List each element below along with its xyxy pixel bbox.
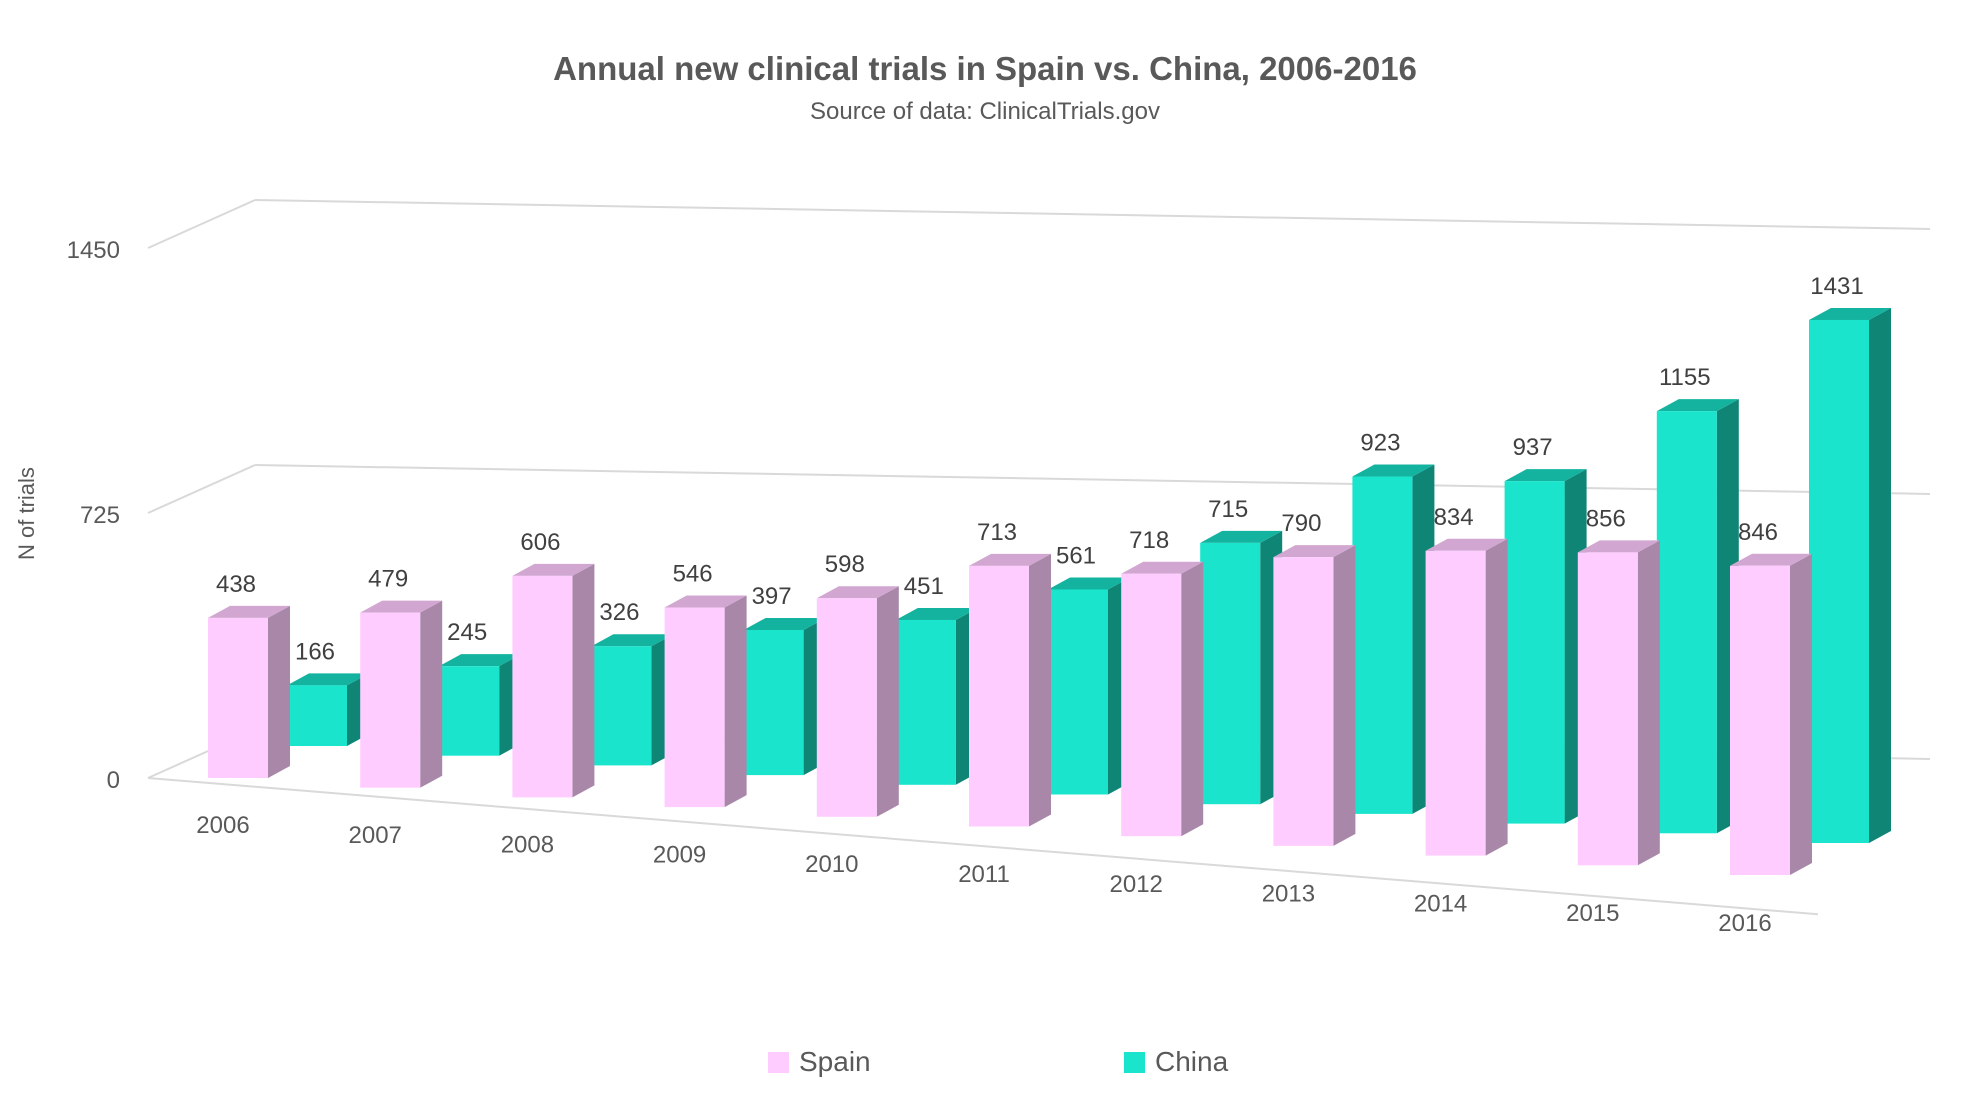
x-tick-label-2007: 2007 xyxy=(349,822,402,849)
bar-spain-2006-label: 438 xyxy=(216,571,256,598)
bar-spain-2007 xyxy=(360,600,443,788)
bar-spain-2013 xyxy=(1273,545,1356,846)
bar-china-2006-label: 166 xyxy=(295,638,335,665)
x-tick-label-2013: 2013 xyxy=(1262,881,1315,908)
legend-label-spain: Spain xyxy=(799,1046,871,1077)
bar-china-2009-label: 397 xyxy=(752,583,792,610)
bar-spain-2016 xyxy=(1730,553,1812,875)
bar-china-2013-label: 923 xyxy=(1360,430,1400,457)
chart-subtitle: Source of data: ClinicalTrials.gov xyxy=(810,98,1160,125)
gridlines xyxy=(147,199,1931,916)
bar-china-2013 xyxy=(1352,464,1435,814)
bar-spain-2015-label: 856 xyxy=(1586,505,1626,532)
bar-china-2011-label: 561 xyxy=(1056,542,1096,569)
gridline-back-1 xyxy=(254,464,1931,495)
bar-spain-2009 xyxy=(664,595,747,808)
bar-china-2009 xyxy=(743,617,826,776)
bar-china-2014 xyxy=(1504,469,1587,824)
bar-spain-2014 xyxy=(1425,538,1508,856)
bar-spain-2010 xyxy=(816,586,899,817)
bar-spain-2012-label: 718 xyxy=(1129,527,1169,554)
bar-china-2011 xyxy=(1048,577,1130,795)
gridline-left-1 xyxy=(147,464,256,514)
bar-spain-2008 xyxy=(512,563,595,798)
x-tick-label-2009: 2009 xyxy=(653,841,706,868)
bar-china-2007 xyxy=(439,654,522,756)
x-tick-label-2016: 2016 xyxy=(1718,910,1771,937)
x-tick-label-2014: 2014 xyxy=(1414,890,1467,917)
x-tick-label-2010: 2010 xyxy=(805,851,858,878)
bar-china-2014-label: 937 xyxy=(1513,434,1553,461)
x-tick-label-2011: 2011 xyxy=(958,861,1010,888)
y-tick-label-2: 1450 xyxy=(67,237,120,264)
bar-spain-2014-label: 834 xyxy=(1434,504,1474,531)
legend-item-spain: Spain xyxy=(768,1045,871,1079)
labels: 0 725 1450 166 245 326 397 451 561 715 923 937 1155 1… xyxy=(67,237,1864,937)
y-tick-label-1: 725 xyxy=(80,502,120,529)
bar-spain-2009-label: 546 xyxy=(673,561,713,588)
gridline-left-2 xyxy=(147,199,256,249)
bar-china-2010-label: 451 xyxy=(904,573,944,600)
bar-china-2012 xyxy=(1200,530,1283,805)
bar-spain-2013-label: 790 xyxy=(1281,510,1321,537)
bar-spain-2011 xyxy=(969,553,1051,827)
bar-china-2015 xyxy=(1656,399,1739,834)
bar-china-2012-label: 715 xyxy=(1208,496,1248,523)
bar-spain-2016-label: 846 xyxy=(1738,519,1778,546)
bar-china-2010 xyxy=(895,607,978,785)
bar-china-2016 xyxy=(1809,307,1891,843)
bar-china-2016-label: 1431 xyxy=(1810,273,1863,300)
floor-front-line xyxy=(147,777,1819,916)
bar-spain-2012 xyxy=(1121,561,1204,837)
x-tick-label-2015: 2015 xyxy=(1566,900,1619,927)
chart-title: Annual new clinical trials in Spain vs. … xyxy=(553,50,1417,87)
gridline-back-2 xyxy=(254,199,1931,230)
bar-china-2015-label: 1155 xyxy=(1659,364,1711,391)
legend-item-china: China xyxy=(1124,1045,1228,1079)
legend-swatch-china xyxy=(1124,1051,1145,1073)
bar-spain-2010-label: 598 xyxy=(825,551,865,578)
bar-china-2008 xyxy=(591,634,674,766)
bar-spain-2007-label: 479 xyxy=(368,566,408,593)
bar-spain-2006 xyxy=(208,605,290,778)
bar-spain-2015 xyxy=(1577,540,1660,866)
bars xyxy=(208,307,1891,875)
x-tick-label-2006: 2006 xyxy=(196,812,249,839)
bar-china-2008-label: 326 xyxy=(599,599,639,626)
legend-swatch-spain xyxy=(768,1051,789,1073)
y-tick-label-0: 0 xyxy=(107,767,120,794)
bar-china-2007-label: 245 xyxy=(447,619,487,646)
bar-china-2006 xyxy=(287,673,369,746)
x-tick-label-2008: 2008 xyxy=(501,832,554,859)
bar-spain-2008-label: 606 xyxy=(520,529,560,556)
legend-label-china: China xyxy=(1155,1046,1229,1077)
x-tick-label-2012: 2012 xyxy=(1110,871,1163,898)
bar-spain-2011-label: 713 xyxy=(977,519,1017,546)
